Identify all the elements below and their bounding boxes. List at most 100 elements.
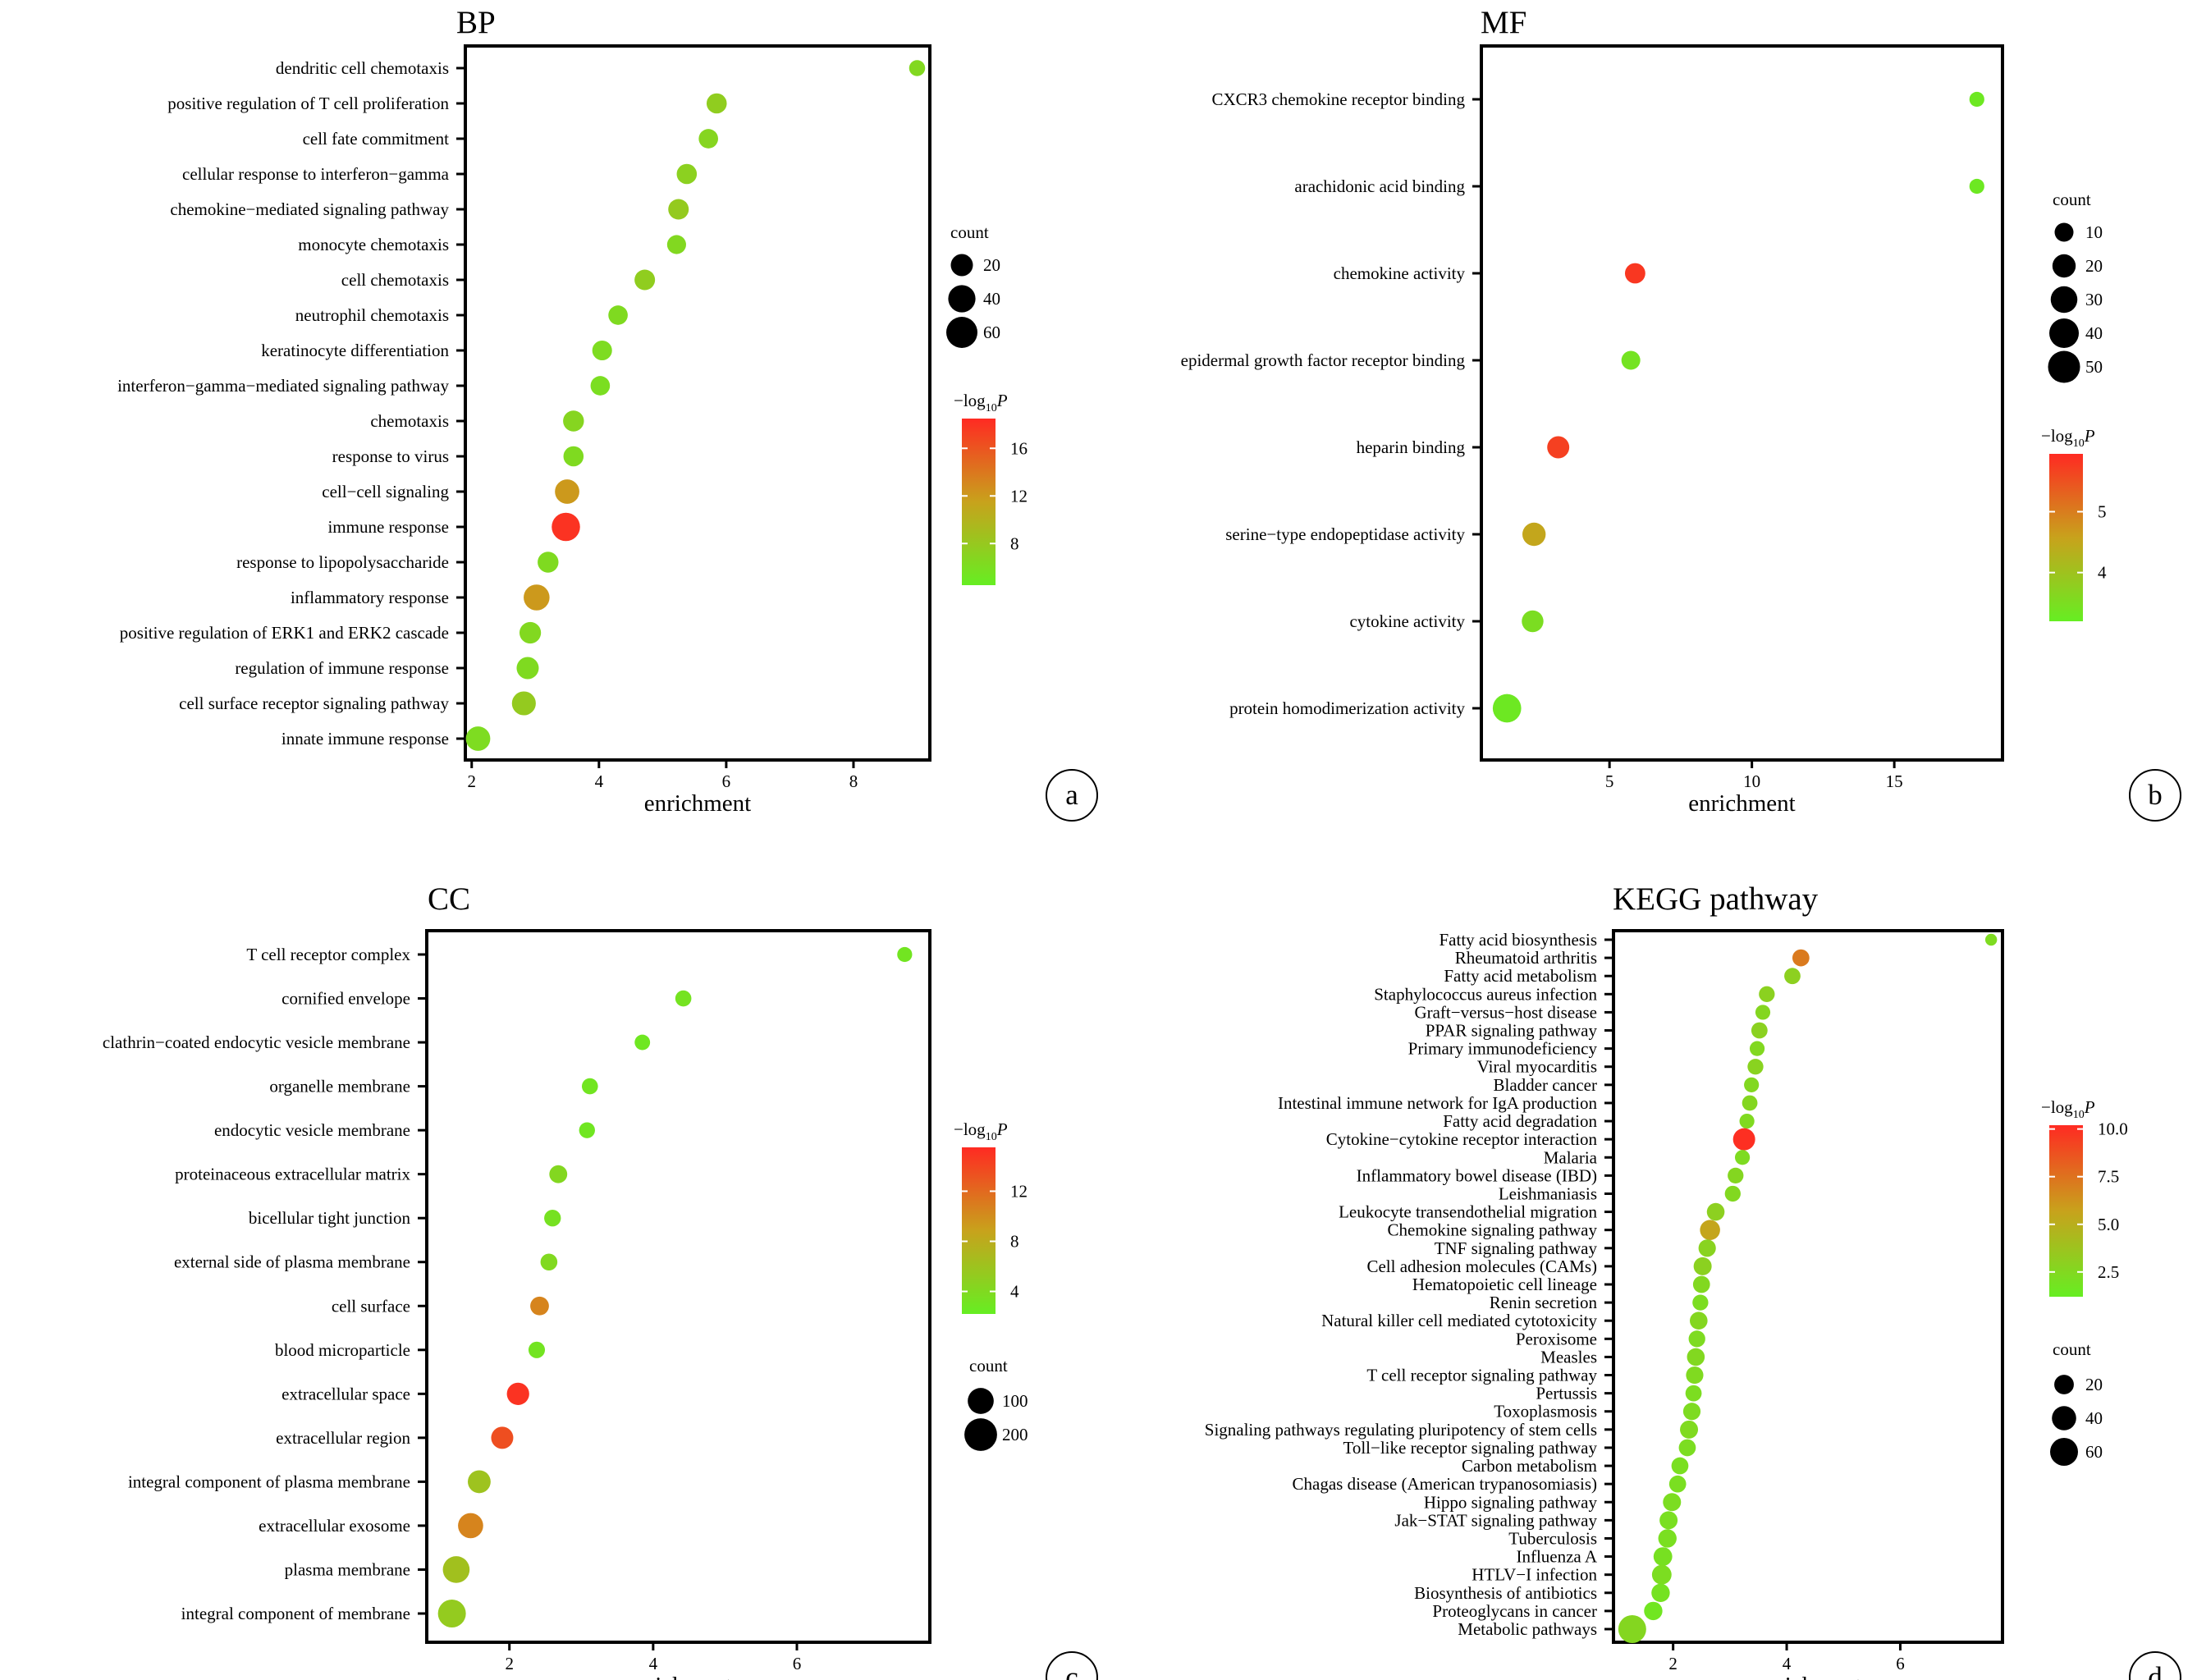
category-label: Malaria <box>1544 1147 1598 1167</box>
size-legend-marker <box>2049 318 2079 348</box>
size-legend-marker <box>950 254 973 277</box>
category-label: Pertussis <box>1536 1384 1597 1403</box>
x-tick-label: 10 <box>1743 771 1760 791</box>
color-legend-title: −log10P <box>954 1119 1008 1143</box>
data-point <box>1751 1022 1768 1039</box>
category-label: T cell receptor signaling pathway <box>1366 1366 1597 1385</box>
category-label: extracellular region <box>276 1428 410 1448</box>
data-point <box>538 552 559 573</box>
data-point <box>1969 178 1984 195</box>
panel-letter-circle <box>2129 1651 2181 1680</box>
size-legend-marker <box>2052 254 2076 278</box>
data-point <box>516 657 539 680</box>
category-label: chemotaxis <box>370 411 449 431</box>
category-label: extracellular exosome <box>259 1516 410 1536</box>
color-legend-bar <box>2049 454 2083 621</box>
category-label: Leukocyte transendothelial migration <box>1339 1202 1597 1222</box>
category-label: Fatty acid degradation <box>1443 1111 1597 1131</box>
size-legend-marker <box>2052 1406 2076 1431</box>
data-point <box>1522 522 1546 547</box>
size-legend-title: count <box>2053 1339 2091 1359</box>
category-label: epidermal growth factor receptor binding <box>1181 350 1466 370</box>
category-label: Tuberculosis <box>1508 1528 1597 1548</box>
category-label: arachidonic acid binding <box>1294 176 1465 196</box>
category-label: Carbon metabolism <box>1462 1456 1597 1476</box>
data-point <box>1653 1547 1673 1566</box>
category-label: Chemokine signaling pathway <box>1388 1220 1598 1240</box>
data-point <box>1663 1493 1682 1512</box>
data-point <box>519 621 542 644</box>
data-point <box>1734 1150 1751 1165</box>
chart-panel-a: BP dendritic cell chemotaxis positive regu… <box>117 5 1098 822</box>
category-label: Peroxisome <box>1516 1329 1597 1348</box>
category-label: dendritic cell chemotaxis <box>276 58 449 78</box>
data-point <box>1698 1239 1716 1257</box>
x-axis-label: enrichment <box>644 790 751 817</box>
category-label: endocytic vesicle membrane <box>214 1120 410 1140</box>
data-point <box>1644 1601 1663 1621</box>
data-point <box>1728 1167 1744 1184</box>
category-label: T cell receptor complex <box>246 945 410 964</box>
category-label: extracellular space <box>281 1384 410 1403</box>
category-label: Natural killer cell mediated cytotoxicit… <box>1321 1311 1597 1330</box>
category-label: cytokine activity <box>1349 611 1465 631</box>
color-legend-label: 2.5 <box>2098 1262 2119 1282</box>
size-legend-label: 200 <box>1002 1425 1028 1444</box>
category-label: cell fate commitment <box>303 129 450 149</box>
data-point <box>1685 1385 1702 1402</box>
data-point <box>1984 933 1998 946</box>
chart-title: MF <box>1481 5 1526 40</box>
size-legend-label: 60 <box>983 323 1000 342</box>
category-label: external side of plasma membrane <box>174 1252 410 1272</box>
data-point <box>1724 1185 1741 1202</box>
category-label: Fatty acid biosynthesis <box>1439 930 1598 950</box>
data-point <box>608 305 628 325</box>
category-label: cell surface <box>332 1296 410 1316</box>
size-legend-marker <box>968 1388 994 1414</box>
data-point <box>1687 1348 1705 1366</box>
category-label: response to lipopolysaccharide <box>236 552 449 572</box>
data-point <box>1784 968 1801 985</box>
size-legend-marker <box>2054 1375 2074 1394</box>
category-label: PPAR signaling pathway <box>1426 1021 1598 1041</box>
category-label: cell chemotaxis <box>341 270 449 290</box>
size-legend-title: count <box>969 1356 1008 1376</box>
category-label: chemokine activity <box>1334 263 1466 283</box>
data-point <box>1547 436 1570 459</box>
color-legend-title: −log10P <box>2041 1097 2095 1121</box>
data-point <box>581 1078 598 1095</box>
data-point <box>1792 949 1810 967</box>
data-point <box>1744 1077 1760 1092</box>
category-label: TNF signaling pathway <box>1435 1238 1598 1258</box>
size-legend-label: 20 <box>983 255 1000 275</box>
data-point <box>1706 1202 1725 1221</box>
data-point <box>1651 1583 1670 1602</box>
x-tick-label: 4 <box>1783 1654 1792 1673</box>
category-label: Metabolic pathways <box>1458 1619 1597 1639</box>
x-axis-label: enrichment <box>1755 1673 1861 1680</box>
category-label: integral component of plasma membrane <box>128 1472 410 1491</box>
data-point <box>530 1296 549 1316</box>
category-label: Measles <box>1540 1347 1597 1366</box>
size-legend-marker <box>946 317 977 348</box>
category-label: Hippo signaling pathway <box>1424 1492 1598 1512</box>
category-label: protein homodimerization activity <box>1229 698 1465 718</box>
color-legend-label: 16 <box>1010 438 1028 458</box>
size-legend-label: 50 <box>2085 357 2103 377</box>
data-point <box>524 584 550 611</box>
x-tick-label: 6 <box>1896 1654 1905 1673</box>
category-label: Toxoplasmosis <box>1494 1402 1597 1421</box>
data-point <box>465 726 491 751</box>
data-point <box>1492 694 1522 723</box>
chart-title: KEGG pathway <box>1613 881 1819 917</box>
category-label: blood microparticle <box>275 1340 410 1360</box>
category-label: heparin binding <box>1357 437 1466 457</box>
size-legend-label: 20 <box>2085 256 2103 276</box>
data-point <box>552 512 580 542</box>
x-tick-label: 6 <box>793 1654 802 1673</box>
data-point <box>676 163 698 185</box>
data-point <box>1755 1005 1771 1020</box>
data-point <box>1668 1475 1687 1493</box>
data-point <box>909 60 926 76</box>
